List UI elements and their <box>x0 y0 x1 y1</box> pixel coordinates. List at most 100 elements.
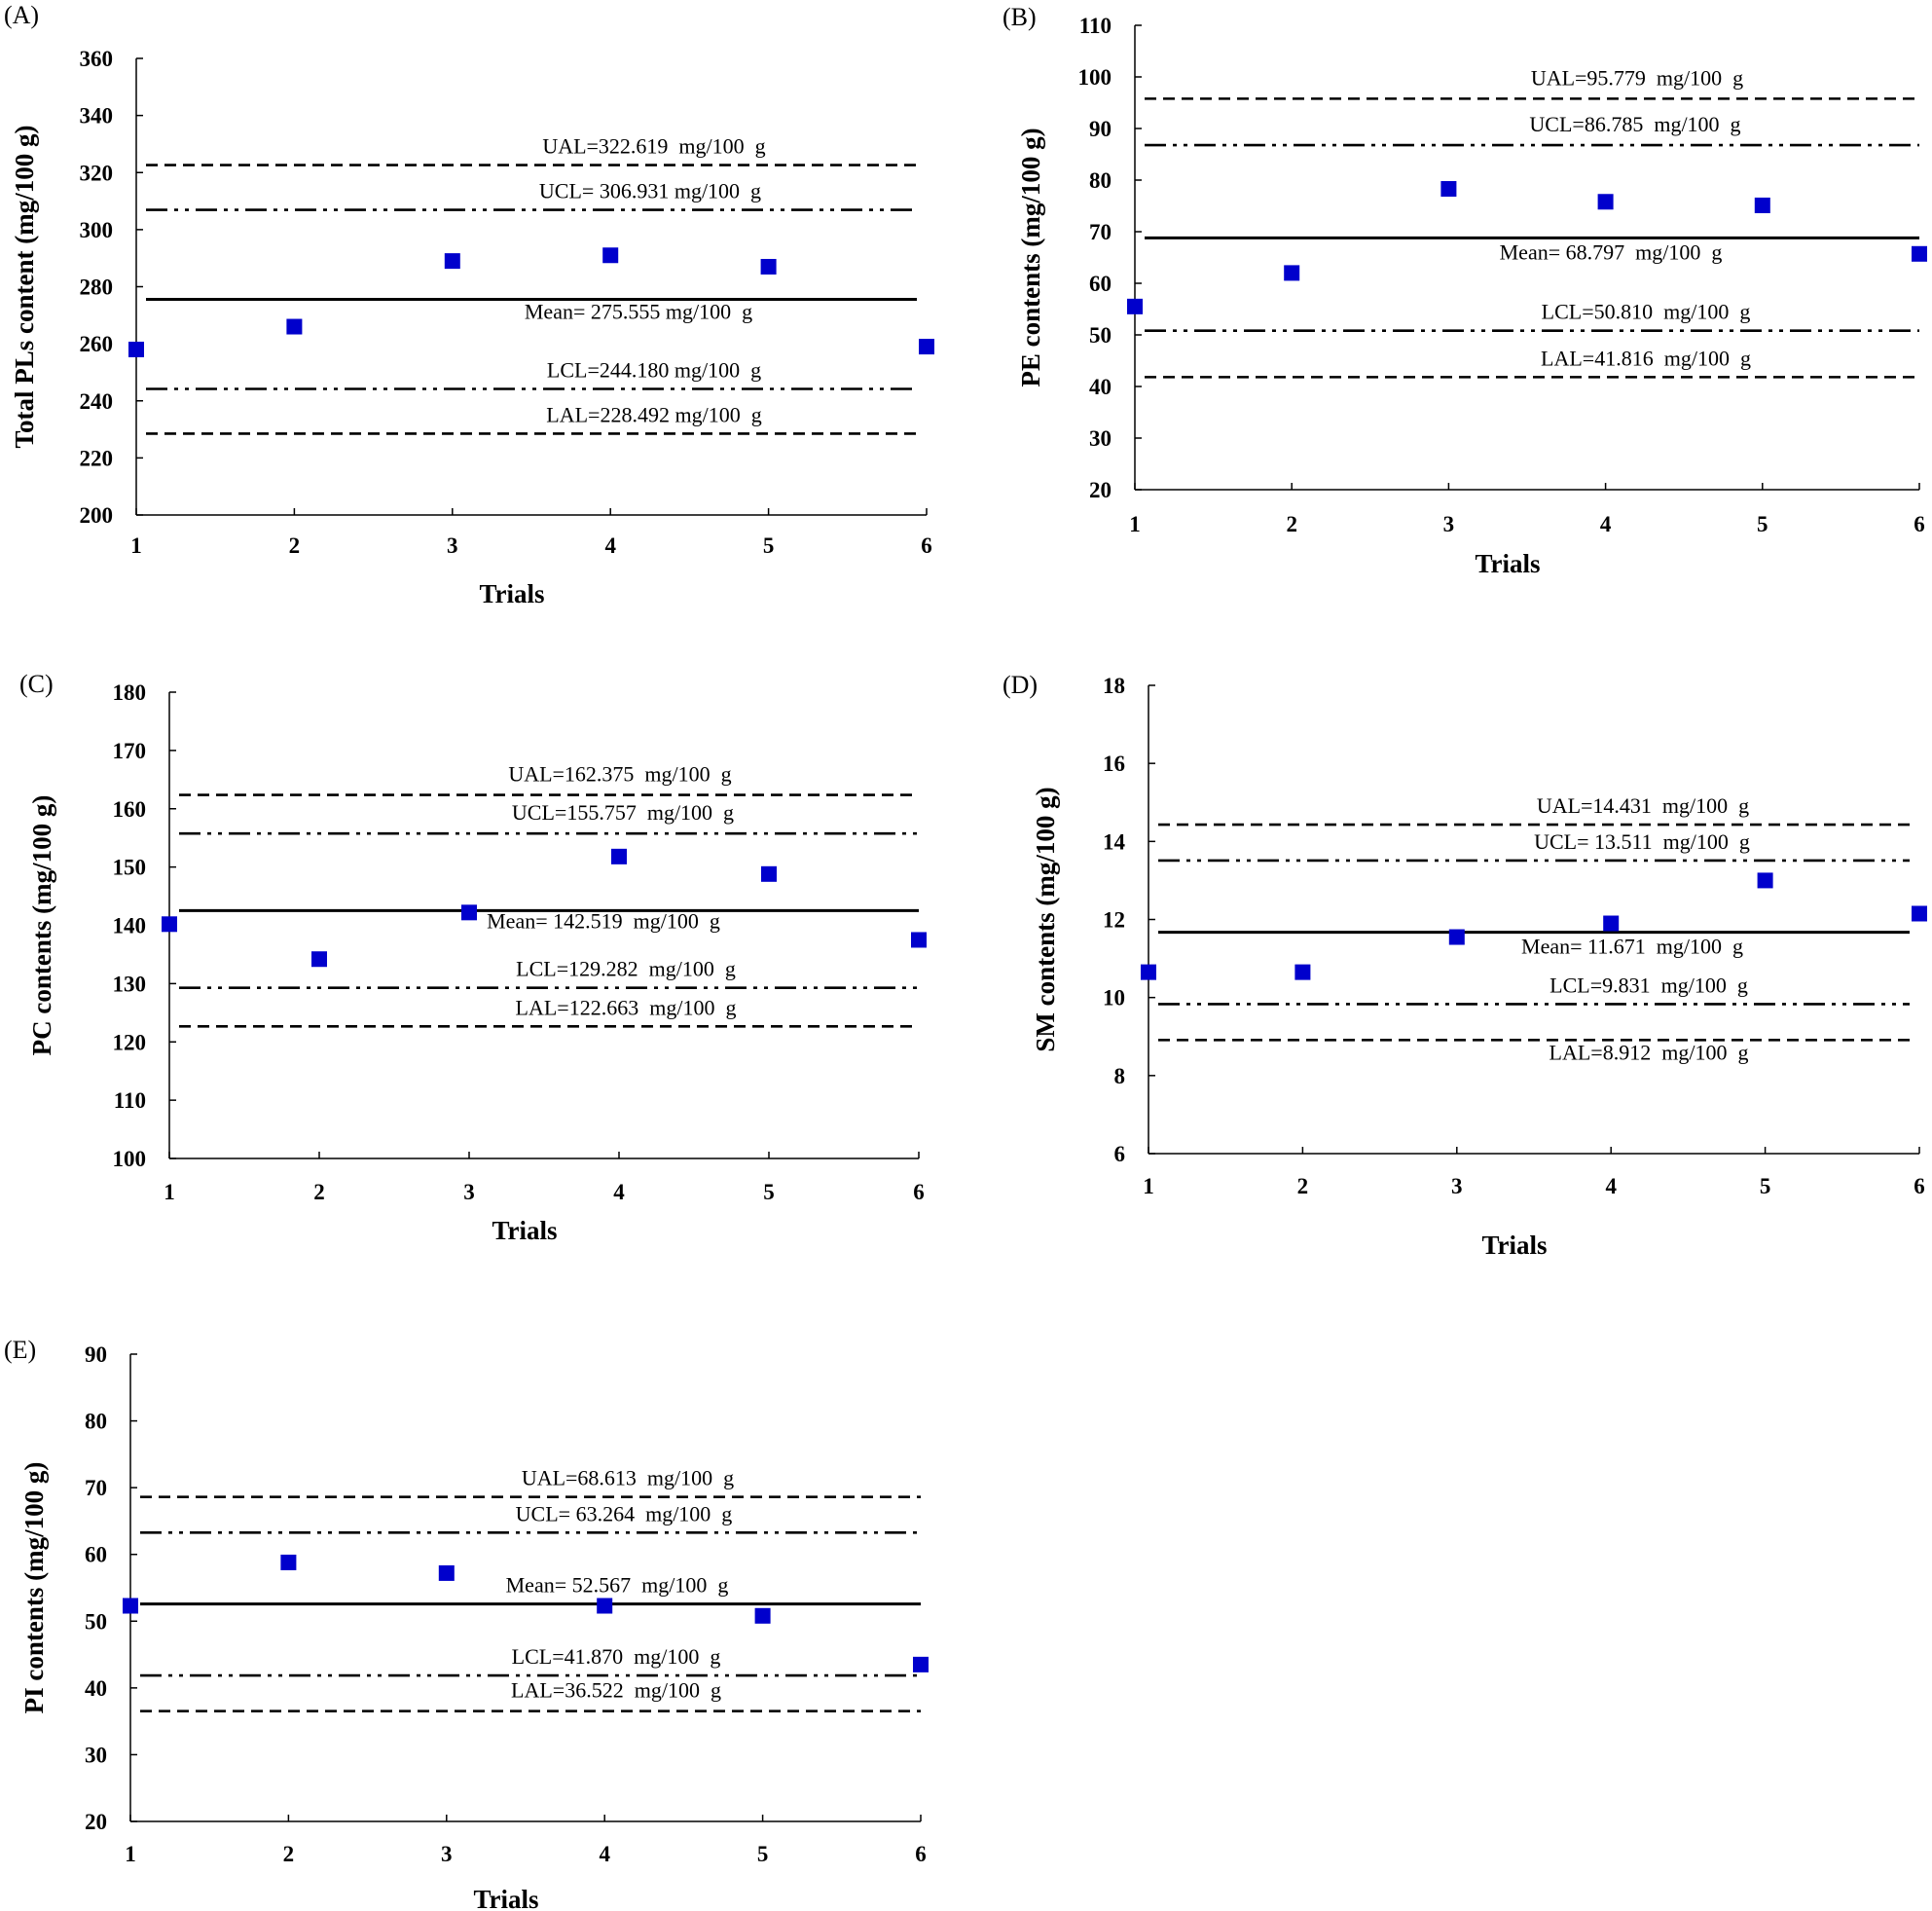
panel-a: (A) 200 220 240 260 280 300 320 340 360 1 2 3 4 5 6 Tria… <box>4 1 934 608</box>
y-tick-label: 320 <box>80 161 114 185</box>
y-tick-label: 300 <box>80 218 114 242</box>
y-tick-label: 140 <box>113 914 147 938</box>
ual-label: UAL=322.619 mg/100 g <box>542 134 765 159</box>
y-tick-label: 110 <box>1079 14 1112 38</box>
ucl-label: UCL=86.785 mg/100 g <box>1529 112 1740 136</box>
data-point <box>461 904 477 921</box>
y-tick-label: 14 <box>1103 829 1126 854</box>
lal-label: LAL=122.663 mg/100 g <box>516 995 737 1019</box>
x-axis-title: Trials <box>474 1885 539 1911</box>
ucl-label: UCL= 13.511 mg/100 g <box>1534 829 1750 854</box>
lal-label: LAL=228.492 mg/100 g <box>546 402 761 426</box>
panel-b: (B) 20 30 40 50 60 70 80 90 100 110 1 2 3 4 5 6 Trials PE … <box>1002 3 1927 578</box>
x-tick-label: 5 <box>757 1842 769 1866</box>
x-tick-label: 2 <box>283 1842 295 1866</box>
x-tick-label: 5 <box>1757 512 1768 536</box>
mean-label: Mean= 52.567 mg/100 g <box>506 1573 729 1598</box>
x-tick-label: 6 <box>1914 512 1925 536</box>
data-point <box>754 1607 771 1624</box>
y-tick-label: 110 <box>114 1088 146 1113</box>
y-tick-label: 18 <box>1103 674 1125 698</box>
y-tick-label: 30 <box>85 1743 107 1767</box>
y-tick-label: 80 <box>1089 168 1112 193</box>
y-tick-label: 280 <box>80 276 114 300</box>
y-tick-label: 8 <box>1114 1064 1126 1088</box>
x-tick-label: 4 <box>1600 512 1612 536</box>
y-tick-label: 40 <box>85 1676 107 1701</box>
panel-c: (C) 100 110 120 130 140 150 160 170 180 1 2 3 4 5 6 Tria… <box>19 670 927 1245</box>
x-tick-label: 1 <box>1129 512 1141 536</box>
y-tick-label: 360 <box>80 47 114 71</box>
x-axis-title: Trials <box>480 579 545 608</box>
x-tick-label: 6 <box>921 533 932 558</box>
x-tick-label: 6 <box>913 1180 925 1204</box>
x-tick-label: 1 <box>164 1180 175 1204</box>
data-point <box>1757 872 1773 889</box>
data-point <box>438 1564 455 1581</box>
y-axis-title: PC contents (mg/100 g) <box>27 795 56 1056</box>
lcl-label: LCL=129.282 mg/100 g <box>516 957 736 981</box>
panel-label: (E) <box>4 1336 36 1364</box>
x-tick-label: 3 <box>1451 1174 1463 1198</box>
x-tick-label: 2 <box>289 533 301 558</box>
y-tick-label: 60 <box>85 1543 107 1567</box>
x-tick-label: 3 <box>441 1842 453 1866</box>
x-tick-label: 6 <box>1914 1174 1925 1198</box>
mean-label: Mean= 68.797 mg/100 g <box>1500 239 1723 264</box>
panel-label: (A) <box>4 1 39 29</box>
data-point <box>1284 265 1300 281</box>
y-tick-label: 90 <box>1089 117 1112 141</box>
y-tick-label: 150 <box>113 856 147 880</box>
y-tick-label: 100 <box>113 1147 147 1171</box>
ual-label: UAL=68.613 mg/100 g <box>522 1466 734 1490</box>
lcl-label: LCL=50.810 mg/100 g <box>1542 300 1751 324</box>
x-tick-label: 4 <box>599 1842 610 1866</box>
y-tick-label: 80 <box>85 1410 107 1434</box>
data-point <box>1597 194 1614 210</box>
y-tick-label: 160 <box>113 797 147 822</box>
ucl-label: UCL=155.757 mg/100 g <box>512 800 734 825</box>
data-point <box>913 1656 929 1672</box>
y-tick-label: 40 <box>1089 375 1112 399</box>
x-tick-label: 4 <box>613 1180 625 1204</box>
y-tick-label: 170 <box>113 739 147 763</box>
data-point <box>597 1598 613 1614</box>
x-tick-label: 2 <box>313 1180 325 1204</box>
data-point <box>162 916 177 933</box>
data-point <box>128 341 144 357</box>
x-axis-title: Trials <box>492 1216 558 1245</box>
lcl-label: LCL=9.831 mg/100 g <box>1549 973 1748 997</box>
lal-label: LAL=41.816 mg/100 g <box>1541 346 1751 370</box>
y-tick-label: 220 <box>80 446 114 470</box>
y-tick-label: 50 <box>85 1609 107 1634</box>
x-tick-label: 5 <box>763 1180 775 1204</box>
data-point <box>280 1554 297 1570</box>
y-tick-label: 130 <box>113 972 147 996</box>
y-tick-label: 60 <box>1089 272 1112 296</box>
y-tick-label: 16 <box>1103 752 1125 776</box>
data-point <box>123 1598 138 1614</box>
mean-label: Mean= 275.555 mg/100 g <box>525 300 752 324</box>
y-tick-label: 200 <box>80 503 114 528</box>
data-point <box>286 318 303 335</box>
mean-label: Mean= 11.671 mg/100 g <box>1521 935 1743 959</box>
data-point <box>444 253 460 270</box>
y-tick-label: 6 <box>1114 1142 1126 1166</box>
y-tick-label: 260 <box>80 332 114 356</box>
lcl-label: LCL=244.180 mg/100 g <box>547 357 761 382</box>
x-tick-label: 4 <box>1605 1174 1617 1198</box>
y-tick-label: 180 <box>113 680 147 705</box>
y-tick-label: 20 <box>1089 478 1112 502</box>
ual-label: UAL=14.431 mg/100 g <box>1537 793 1749 818</box>
panel-label: (C) <box>19 670 54 698</box>
y-tick-label: 120 <box>113 1030 147 1054</box>
x-tick-label: 3 <box>463 1180 475 1204</box>
data-point <box>1294 964 1311 980</box>
data-point <box>602 247 619 264</box>
x-tick-label: 4 <box>604 533 616 558</box>
y-tick-label: 100 <box>1078 65 1112 90</box>
x-tick-label: 1 <box>130 533 142 558</box>
data-point <box>1912 905 1927 922</box>
data-point <box>760 258 777 275</box>
